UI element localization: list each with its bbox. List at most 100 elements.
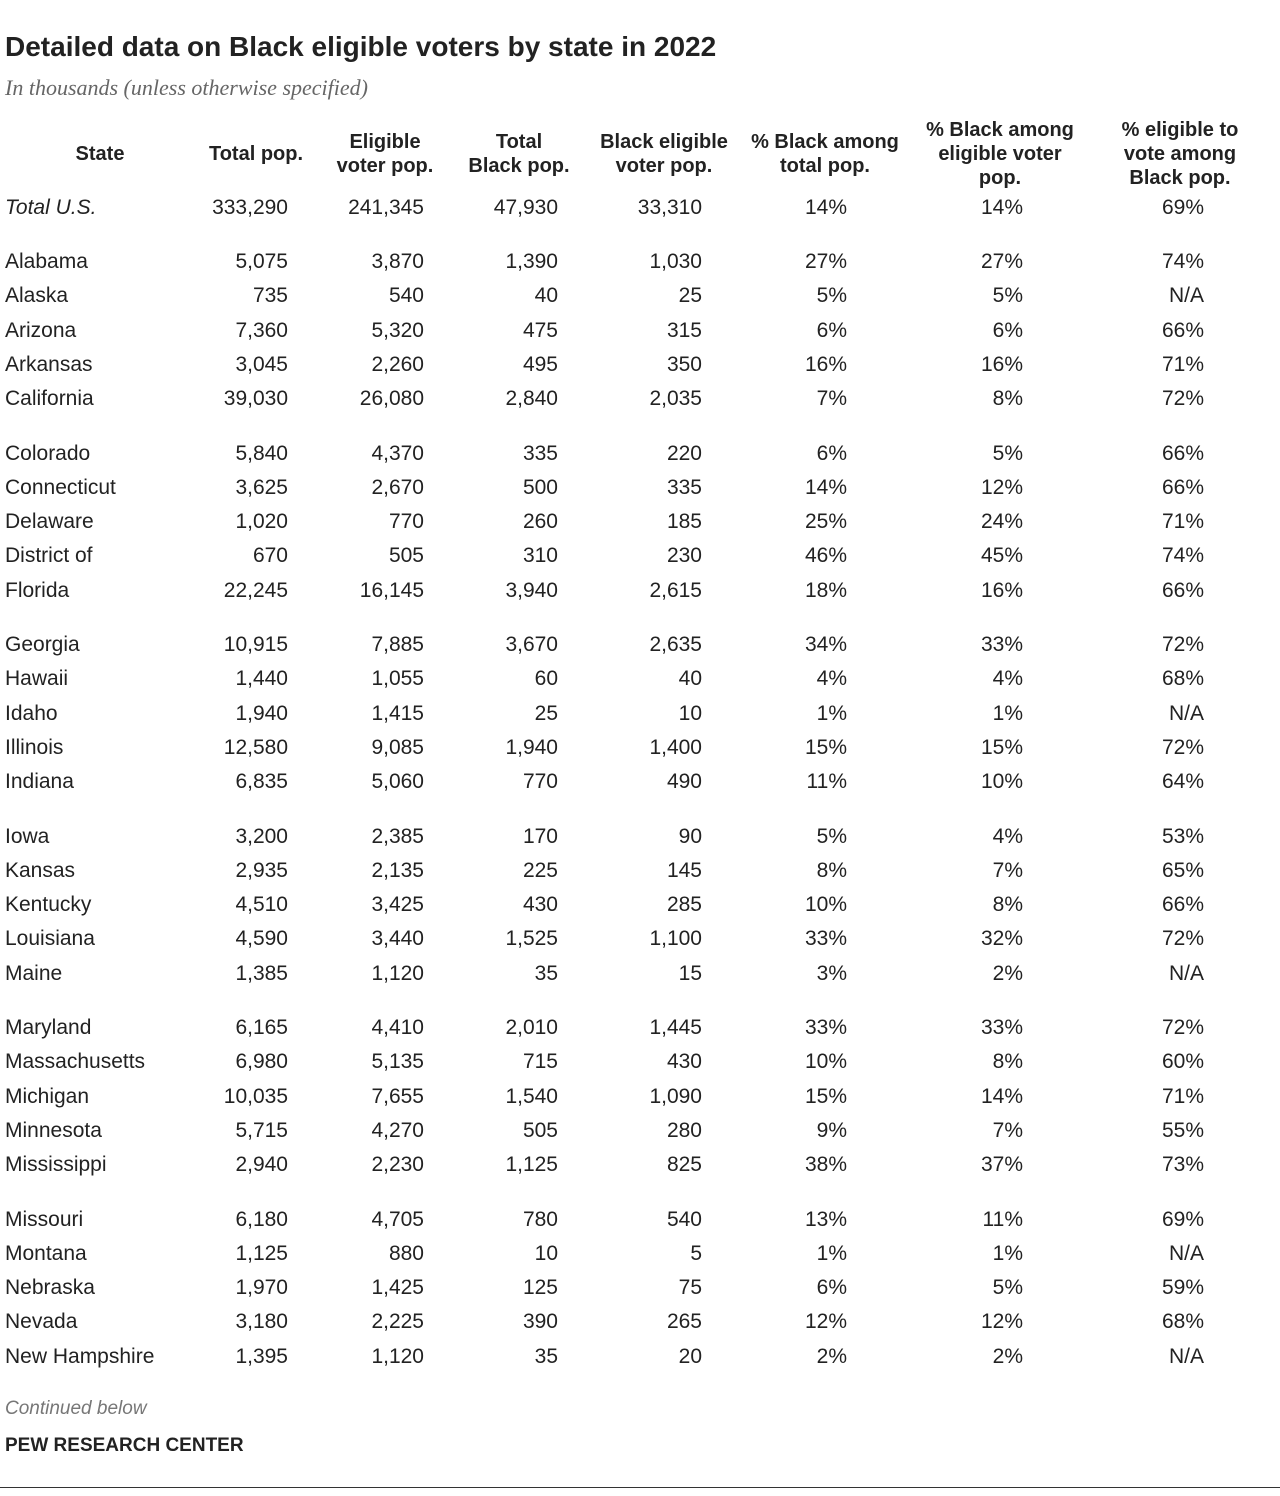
cell: 220	[666, 441, 702, 465]
cell: 15	[678, 961, 702, 985]
cell: 1,525	[505, 927, 558, 951]
cell: 10	[678, 701, 702, 725]
cell: 69%	[1161, 1207, 1204, 1231]
cell: 780	[522, 1207, 558, 1231]
cell: 6%	[816, 441, 847, 465]
row-label: Colorado	[5, 441, 91, 465]
cell: 14%	[804, 475, 847, 499]
cell: 45%	[980, 544, 1023, 568]
cell: 60%	[1161, 1050, 1204, 1074]
cell: 5,135	[371, 1050, 424, 1074]
cell: N/A	[1168, 1344, 1204, 1368]
cell: 16%	[980, 578, 1023, 602]
cell: 2%	[992, 961, 1023, 985]
row-label: Maine	[5, 961, 63, 985]
cell: 4,590	[235, 927, 288, 951]
cell: 15%	[980, 735, 1023, 759]
cell: 1,415	[371, 701, 424, 725]
row-label: Hawaii	[5, 667, 69, 691]
cell: 4%	[992, 667, 1023, 691]
cell: 6,980	[235, 1050, 288, 1074]
column-header: Total	[495, 131, 543, 153]
column-header: voter pop.	[615, 155, 713, 177]
cell: 2,010	[505, 1016, 558, 1039]
cell: 5%	[816, 284, 847, 308]
cell: 7,655	[371, 1084, 424, 1108]
cell: 3,940	[505, 578, 558, 602]
cell: 5,320	[371, 318, 424, 342]
row-label: Iowa	[5, 824, 50, 848]
cell: 12%	[980, 1310, 1023, 1334]
cell: 5,060	[371, 770, 424, 794]
cell: 24%	[980, 510, 1023, 534]
cell: 90	[678, 824, 702, 848]
cell: 33%	[804, 1016, 847, 1039]
cell: 4%	[992, 824, 1023, 848]
row-label: Indiana	[5, 770, 74, 794]
cell: 8%	[816, 858, 847, 882]
cell: 1,540	[505, 1084, 558, 1108]
cell: 16,145	[359, 578, 424, 602]
cell: 74%	[1161, 544, 1204, 568]
cell: 71%	[1161, 352, 1204, 376]
cell: 73%	[1161, 1153, 1204, 1177]
cell: 6%	[816, 318, 847, 342]
cell: 6,180	[235, 1207, 288, 1231]
cell: 8%	[992, 387, 1023, 411]
cell: 11%	[806, 770, 847, 794]
row-label: Kansas	[5, 858, 76, 882]
cell: 2%	[816, 1344, 847, 1368]
cell: 4,705	[371, 1207, 424, 1231]
cell: 2,035	[649, 387, 702, 411]
row-label: Delaware	[5, 510, 94, 534]
cell: 10,915	[223, 633, 288, 656]
cell: 475	[522, 318, 558, 342]
cell: 1,030	[649, 250, 702, 273]
cell: 46%	[804, 544, 847, 568]
cell: 72%	[1161, 927, 1204, 951]
cell: 2,635	[649, 633, 702, 656]
cell: 39,030	[223, 387, 288, 411]
cell: 10%	[804, 1050, 847, 1074]
cell: 65%	[1161, 858, 1204, 882]
cell: 310	[522, 544, 558, 568]
cell: 4,370	[371, 441, 424, 465]
cell: 2,225	[371, 1310, 424, 1334]
column-header: Black eligible	[600, 131, 728, 153]
cell: 145	[666, 858, 702, 882]
column-header: eligible voter	[938, 143, 1062, 165]
row-label: Georgia	[5, 633, 80, 656]
cell: 15%	[804, 1084, 847, 1108]
cell: 715	[522, 1050, 558, 1074]
cell: 3,045	[235, 352, 288, 376]
cell: 38%	[804, 1153, 847, 1177]
cell: 430	[666, 1050, 702, 1074]
cell: 1,970	[235, 1276, 288, 1300]
cell: 7,360	[235, 318, 288, 342]
note: Continued below	[5, 1398, 147, 1419]
column-header: Black pop.	[1129, 167, 1231, 189]
column-header: vote among	[1123, 143, 1237, 165]
row-label: Alaska	[5, 284, 69, 308]
row-label: Nebraska	[5, 1276, 95, 1300]
cell: 1%	[992, 1241, 1023, 1265]
row-label: Kentucky	[5, 893, 92, 917]
cell: 20	[678, 1344, 702, 1368]
cell: 2,615	[649, 578, 702, 602]
cell: 66%	[1161, 578, 1204, 602]
cell: N/A	[1168, 1241, 1204, 1265]
cell: 390	[522, 1310, 558, 1334]
cell: 1,125	[505, 1153, 558, 1177]
cell: 225	[522, 858, 558, 882]
cell: 490	[666, 770, 702, 794]
column-header: % Black among	[926, 119, 1074, 141]
cell: 68%	[1161, 667, 1204, 691]
cell: 230	[666, 544, 702, 568]
cell: 1,940	[235, 701, 288, 725]
cell: 670	[252, 544, 288, 568]
cell: 40	[678, 667, 702, 691]
cell: 10%	[980, 770, 1023, 794]
cell: 69%	[1161, 196, 1204, 219]
cell: 825	[666, 1153, 702, 1177]
